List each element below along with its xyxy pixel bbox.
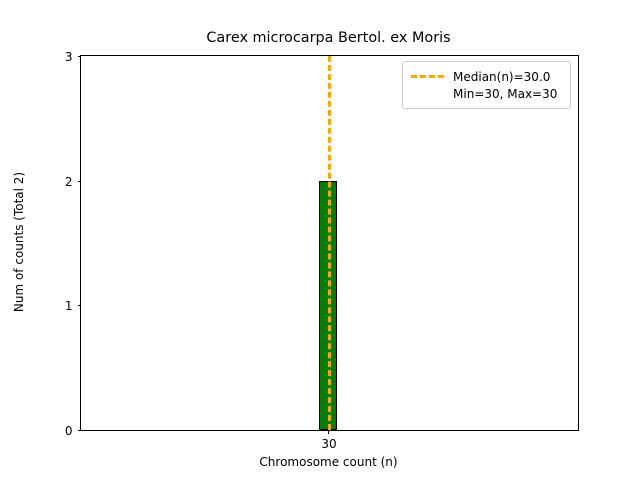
y-tick-label-1: 1 <box>64 299 73 314</box>
blank-swatch-icon <box>411 92 444 95</box>
dashed-line-icon <box>411 75 444 78</box>
x-tick-label-30: 30 <box>321 436 337 451</box>
legend-item-median: Median(n)=30.0 <box>411 68 562 85</box>
legend-label-median: Median(n)=30.0 <box>453 69 551 84</box>
plot-axes: 3 2 1 0 30 <box>65 51 579 450</box>
y-tick-label-3: 3 <box>64 50 73 64</box>
y-axis-label-container: Num of counts (Total 2) <box>0 55 38 429</box>
y-tick-label-0: 0 <box>64 424 73 438</box>
y-tick-2: 2 <box>65 176 81 188</box>
chart-title: Carex microcarpa Bertol. ex Moris <box>206 30 451 46</box>
median-line <box>328 56 331 430</box>
y-tick-3: 3 <box>65 51 81 63</box>
legend-label-minmax: Min=30, Max=30 <box>453 86 558 101</box>
plot-area <box>81 56 578 430</box>
y-tick-label-2: 2 <box>64 174 73 189</box>
legend-item-minmax: Min=30, Max=30 <box>411 85 562 102</box>
x-tick-30: 30 <box>321 430 337 450</box>
y-axis-label: Num of counts (Total 2) <box>12 171 26 313</box>
x-axis-label: Chromosome count (n) <box>259 455 398 469</box>
y-tick-1: 1 <box>65 300 81 312</box>
y-tick-0: 0 <box>65 425 81 437</box>
chart-legend: Median(n)=30.0 Min=30, Max=30 <box>402 61 571 109</box>
